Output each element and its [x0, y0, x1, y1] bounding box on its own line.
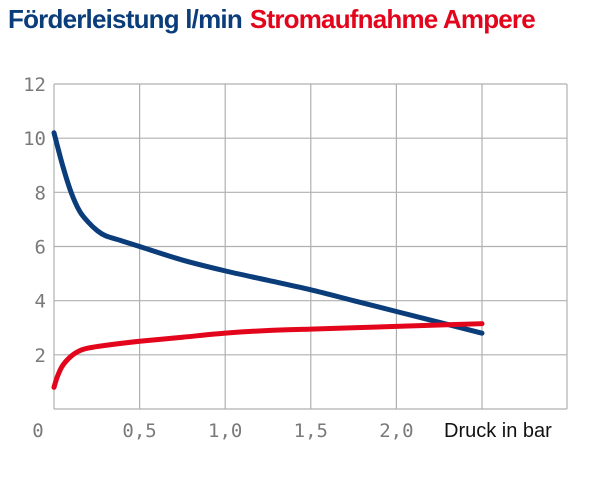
- x-axis-ticks: 0 0,5 1,0 1,5 2,0: [32, 420, 413, 442]
- x-tick-label: 1,5: [294, 420, 328, 442]
- y-axis-ticks: 2 4 6 8 10 12: [23, 74, 46, 367]
- stromaufnahme-line: [51, 321, 485, 390]
- y-tick-label: 10: [23, 128, 46, 150]
- title-foerderleistung: Förderleistung l/min: [8, 4, 243, 34]
- y-tick-label: 6: [35, 237, 46, 259]
- series-lines: [51, 130, 485, 390]
- y-tick-label: 12: [23, 74, 46, 96]
- y-tick-label: 2: [35, 345, 46, 367]
- y-tick-label: 8: [35, 182, 46, 204]
- foerderleistung-line: [51, 130, 485, 336]
- x-tick-label: 0,5: [122, 420, 156, 442]
- x-axis-label: Druck in bar: [444, 420, 552, 442]
- y-tick-label: 4: [35, 291, 46, 313]
- title-stromaufnahme: Stromaufnahme Ampere: [249, 4, 536, 34]
- grid: [53, 83, 568, 410]
- x-tick-label: 0: [32, 420, 43, 442]
- x-tick-label: 1,0: [208, 420, 242, 442]
- chart-title: Förderleistung l/min Stromaufnahme Ampere: [8, 4, 598, 35]
- x-tick-label: 2,0: [379, 420, 413, 442]
